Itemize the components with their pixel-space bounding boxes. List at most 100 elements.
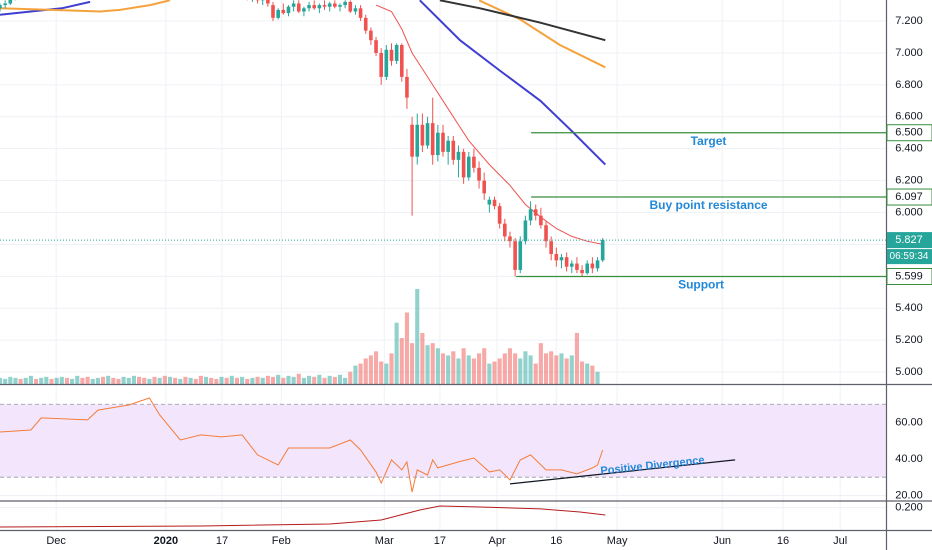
candle-body [358, 8, 363, 18]
volume-bar [18, 378, 23, 384]
volume-bar [451, 351, 456, 384]
volume-bar [301, 377, 306, 384]
volume-bar [353, 365, 358, 384]
volume-bar [121, 376, 126, 384]
volume-bar [116, 378, 121, 384]
candle-body [508, 236, 512, 242]
volume-bar [8, 376, 13, 384]
volume-bar [265, 375, 270, 384]
candle-body [296, 3, 301, 12]
candle-body [348, 1, 353, 12]
y-tick-label: 5.000 [895, 366, 923, 378]
y-tick-label: 6.400 [895, 143, 923, 155]
candle-body [384, 49, 389, 77]
x-tick-label: Jul [833, 535, 847, 547]
volume-bar [100, 376, 106, 384]
indicator-line [0, 397, 604, 493]
candle-body [425, 123, 430, 146]
volume-bar [307, 375, 312, 384]
volume-bar [291, 376, 296, 384]
candle-body [333, 3, 337, 7]
x-tick-label: Mar [375, 535, 394, 547]
moving-average [375, 4, 603, 245]
volume-bar [193, 378, 198, 384]
volume-bar [373, 351, 379, 384]
candle-body [441, 132, 445, 152]
volume-bar [317, 374, 322, 384]
volume-bar [137, 376, 142, 384]
rsi-band [0, 404, 886, 478]
volume-bar [240, 376, 245, 384]
x-tick-label: 2020 [154, 535, 178, 547]
candle-body [399, 44, 404, 77]
volume-bar [111, 377, 116, 384]
candle-body [503, 223, 507, 237]
volume-bar [173, 377, 178, 384]
volume-bar [348, 371, 353, 384]
volume-bar [430, 343, 435, 384]
candle-body [497, 206, 502, 224]
y-tick-label: 7.000 [895, 47, 923, 59]
y-tick-label: 6.200 [895, 174, 923, 186]
candle-body [559, 257, 564, 261]
volume-bar [471, 358, 476, 384]
volume-bar [425, 345, 430, 384]
candle-body [451, 140, 456, 160]
volume-bar [70, 378, 75, 384]
volume-bar [39, 377, 44, 384]
volume-bar [214, 378, 219, 384]
volume-bar [513, 353, 518, 384]
candle-body [595, 260, 600, 269]
volume-bar [126, 377, 131, 384]
volume-bar [250, 377, 255, 384]
indicator-line [0, 505, 606, 528]
volume-bar [343, 377, 348, 384]
volume-bar [3, 378, 8, 384]
candle-body [317, 5, 322, 9]
candle-body [322, 5, 327, 7]
volume-bar [523, 351, 528, 384]
volume-bar [410, 343, 415, 384]
x-tick-label: Jun [713, 535, 731, 547]
volume-bar [75, 375, 80, 384]
x-tick-label: 16 [550, 535, 562, 547]
volume-bar [59, 376, 64, 384]
volume-bar [203, 376, 209, 384]
volume-bar [219, 376, 224, 384]
volume-bar [270, 376, 276, 384]
volume-bar [255, 376, 260, 384]
candle-body [3, 3, 7, 6]
volume-bar [188, 377, 193, 384]
volume-bar [229, 375, 234, 384]
x-tick-label: 16 [777, 535, 789, 547]
candle-body [353, 8, 358, 12]
volume-bar [33, 378, 39, 384]
volume-bar [446, 355, 451, 384]
volume-bar [234, 377, 240, 384]
volume-bar [482, 348, 487, 384]
volume-bar [13, 377, 18, 384]
level-annotation: Support [678, 278, 724, 292]
candle-body [590, 263, 595, 269]
candle-body [430, 123, 435, 156]
volume-bar [492, 361, 497, 384]
volume-bar [106, 375, 111, 384]
level-annotation: Target [691, 134, 727, 148]
volume-bar [358, 363, 363, 384]
candle-body [343, 1, 347, 6]
volume-bar [580, 361, 585, 384]
y-tick-label: 40.00 [895, 453, 923, 465]
candle-body [420, 124, 425, 146]
level-label-box [886, 124, 932, 142]
candle-body [327, 3, 332, 7]
candle-body [363, 17, 368, 31]
level-annotation: Buy point resistance [650, 198, 768, 212]
candle-body [338, 5, 342, 7]
volume-bar [595, 371, 600, 384]
candle-body [575, 263, 579, 270]
countdown-label: 06:59:34 [890, 251, 929, 262]
volume-bar [224, 377, 229, 384]
candle-body [291, 3, 296, 7]
y-tick-label: 5.400 [895, 302, 923, 314]
volume-bar [461, 348, 466, 384]
